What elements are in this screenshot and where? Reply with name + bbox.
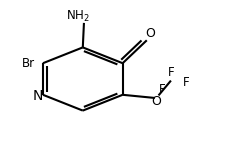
Text: O: O <box>145 27 155 40</box>
Text: F: F <box>167 66 174 79</box>
Text: O: O <box>151 95 161 108</box>
Text: NH$_2$: NH$_2$ <box>66 9 90 24</box>
Text: Br: Br <box>21 57 34 70</box>
Text: N: N <box>33 89 43 103</box>
Text: F: F <box>158 83 165 96</box>
Text: F: F <box>182 76 188 89</box>
